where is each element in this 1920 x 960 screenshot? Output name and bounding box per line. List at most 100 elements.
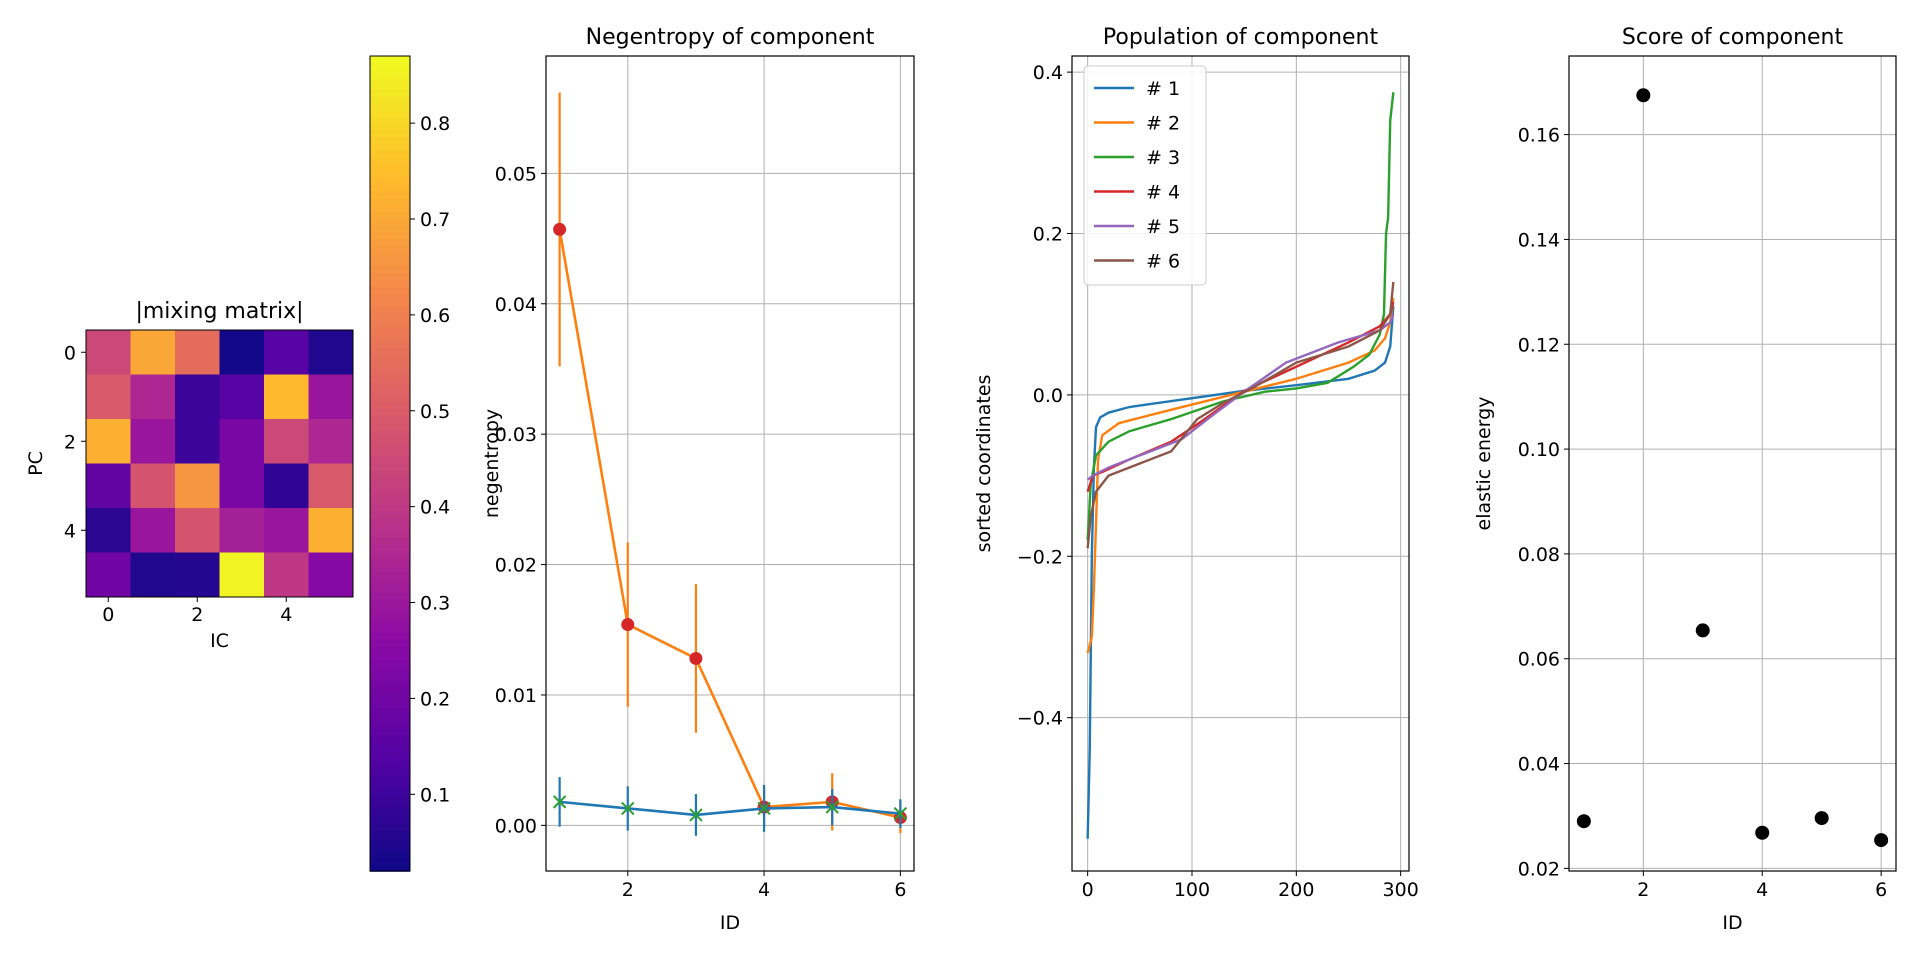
- colorbar-segment: [370, 551, 410, 560]
- colorbar-segment: [370, 565, 410, 573]
- heatmap-cell: [308, 463, 354, 509]
- heatmap-cell: [219, 552, 265, 598]
- colorbar-segment: [370, 592, 410, 601]
- colorbar-segment: [370, 545, 410, 553]
- colorbar-segment: [370, 266, 410, 275]
- series-line: [1086, 306, 1395, 839]
- colorbar-segment: [370, 470, 410, 478]
- series-line: [559, 800, 901, 817]
- colorbar-segment: [370, 463, 410, 472]
- colorbar-segment: [370, 660, 410, 669]
- legend-box: [1083, 65, 1207, 286]
- heatmap-frame: [85, 329, 354, 598]
- colorbar-segment: [370, 741, 410, 750]
- heatmap-cell: [308, 330, 354, 375]
- colorbar-segment: [370, 735, 410, 743]
- colorbar-segment: [370, 667, 410, 675]
- y-axis-label: PC: [25, 451, 47, 476]
- colorbar-segment: [370, 830, 410, 838]
- colorbar-tick-label: 0.1: [420, 784, 450, 806]
- colorbar-segment: [370, 171, 410, 180]
- marker-stroke: [757, 801, 771, 816]
- heatmap-cell: [219, 374, 265, 420]
- x-tick-label: 6: [894, 879, 906, 901]
- y-tick-label: 0: [64, 342, 76, 364]
- legend-label: # 4: [1146, 182, 1180, 204]
- heatmap-cell: [264, 330, 309, 375]
- chart-title: Negentropy of component: [586, 25, 875, 50]
- colorbar-segment: [370, 653, 410, 662]
- data-point: [689, 651, 703, 665]
- colorbar-frame: [369, 55, 411, 872]
- colorbar-segment: [370, 694, 410, 703]
- colorbar-segment: [370, 769, 410, 777]
- colorbar-segment: [370, 748, 410, 757]
- series-line: [1086, 297, 1395, 654]
- heatmap-cell: [308, 508, 354, 553]
- x-tick-label: 2: [191, 604, 203, 626]
- colorbar-segment: [370, 490, 410, 499]
- x-tick-label: 4: [280, 604, 292, 626]
- data-point: [1874, 833, 1889, 848]
- colorbar-segment: [370, 864, 410, 872]
- colorbar-segment: [370, 796, 410, 804]
- colorbar-segment: [370, 327, 410, 336]
- series-line: [558, 229, 901, 819]
- heatmap-cell: [308, 552, 354, 598]
- heatmap-cell: [130, 419, 176, 464]
- colorbar-segment: [370, 708, 410, 716]
- axes-frame: [1071, 55, 1410, 872]
- y-tick-label: 0.12: [1518, 334, 1560, 356]
- x-axis-label: ID: [1722, 912, 1742, 934]
- series-line: [1086, 92, 1395, 541]
- heatmap-cell: [86, 419, 131, 464]
- data-point: [1814, 811, 1829, 826]
- data-point: [1636, 88, 1651, 103]
- colorbar-segment: [370, 816, 410, 825]
- colorbar-segment: [370, 789, 410, 798]
- colorbar-segment: [370, 151, 410, 159]
- y-axis-label: elastic energy: [1473, 397, 1495, 531]
- colorbar-segment: [370, 422, 410, 431]
- colorbar-segment: [370, 334, 410, 343]
- x-tick-label: 4: [1756, 879, 1768, 901]
- y-tick-label: 0.2: [1033, 224, 1063, 246]
- colorbar-segment: [370, 640, 410, 648]
- y-tick-label: 0.0: [1033, 385, 1063, 407]
- colorbar-segment: [370, 626, 410, 635]
- colorbar-segment: [370, 721, 410, 730]
- colorbar-segment: [370, 415, 410, 424]
- colorbar-segment: [370, 456, 410, 465]
- colorbar-segment: [370, 239, 410, 247]
- colorbar-segment: [370, 395, 410, 404]
- colorbar-segment: [370, 103, 410, 112]
- colorbar-segment: [370, 531, 410, 540]
- marker-stroke: [893, 806, 908, 821]
- chart-title: Population of component: [1103, 25, 1379, 50]
- data-point: [1695, 623, 1710, 638]
- x-tick-label: 0: [1082, 879, 1094, 901]
- x-tick-label: 4: [758, 879, 770, 901]
- y-tick-label: 0.14: [1518, 229, 1560, 251]
- heatmap-cell: [175, 552, 220, 598]
- heatmap-cell: [175, 330, 220, 375]
- colorbar-segment: [370, 341, 410, 349]
- colorbar-segment: [370, 191, 410, 200]
- y-tick-label: 0.10: [1518, 439, 1560, 461]
- colorbar-tick-label: 0.5: [420, 401, 450, 423]
- colorbar-segment: [370, 69, 410, 78]
- colorbar-segment: [370, 348, 410, 356]
- colorbar-segment: [370, 123, 410, 132]
- colorbar-segment: [370, 354, 410, 363]
- colorbar-segment: [370, 762, 410, 770]
- colorbar-segment: [370, 280, 410, 288]
- colorbar-segment: [370, 436, 410, 444]
- colorbar-tick-label: 0.8: [420, 113, 450, 135]
- colorbar-segment: [370, 449, 410, 458]
- colorbar-segment: [370, 809, 410, 818]
- colorbar-segment: [370, 782, 410, 791]
- colorbar-segment: [370, 286, 410, 295]
- heatmap-cell: [86, 374, 131, 420]
- heatmap-cell: [175, 419, 220, 464]
